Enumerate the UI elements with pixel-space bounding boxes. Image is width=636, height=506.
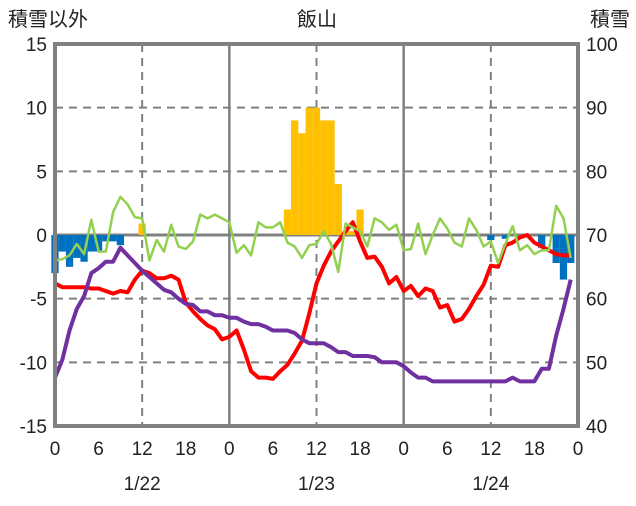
series-line-snow_depth <box>53 245 573 384</box>
bar <box>291 120 299 235</box>
x-tick-label: 6 <box>268 439 279 460</box>
right-axis-title: 積雪 <box>590 8 630 31</box>
y-left-tick-label: 0 <box>36 226 47 247</box>
bar <box>102 235 110 242</box>
y-left-tick-label: 15 <box>26 35 47 56</box>
x-tick-label: 12 <box>132 439 153 460</box>
y-left-tick-label: 10 <box>26 99 47 120</box>
bar <box>567 235 575 264</box>
bar <box>501 235 509 239</box>
bar <box>487 235 495 241</box>
bar <box>65 235 74 267</box>
y-right-tick-label: 100 <box>586 35 618 56</box>
x-tick-label: 0 <box>224 439 235 460</box>
bar <box>109 235 117 242</box>
day-label: 1/22 <box>124 474 161 495</box>
bar <box>116 235 125 246</box>
bar <box>312 107 321 235</box>
bar <box>552 235 560 264</box>
x-tick-label: 0 <box>573 439 584 460</box>
bar <box>305 107 313 235</box>
series-line-green <box>54 195 572 274</box>
x-tick-label: 0 <box>398 439 409 460</box>
x-tick-label: 0 <box>50 439 61 460</box>
plot-frame <box>53 42 580 428</box>
chart-title: 飯山 <box>297 8 337 31</box>
x-tick-label: 6 <box>442 439 453 460</box>
y-right-tick-label: 80 <box>586 162 607 183</box>
x-tick-label: 18 <box>350 439 371 460</box>
x-tick-label: 18 <box>524 439 545 460</box>
x-tick-label: 12 <box>480 439 501 460</box>
bar <box>283 209 292 235</box>
bar <box>298 133 306 235</box>
bar <box>320 120 328 235</box>
y-right-tick-label: 40 <box>586 417 607 438</box>
y-right-tick-label: 50 <box>586 353 607 374</box>
y-left-tick-label: -5 <box>30 290 47 311</box>
bar <box>327 120 335 235</box>
bar <box>138 223 146 235</box>
bar <box>334 184 342 235</box>
day-label: 1/23 <box>298 474 335 495</box>
y-left-tick-label: 5 <box>36 162 47 183</box>
bar <box>538 235 546 248</box>
y-left-tick-label: -10 <box>20 353 47 374</box>
bar <box>94 235 103 252</box>
left-axis-title: 積雪以外 <box>8 8 88 31</box>
y-right-tick-label: 60 <box>586 290 607 311</box>
x-tick-label: 18 <box>175 439 196 460</box>
x-tick-label: 12 <box>306 439 327 460</box>
y-right-tick-label: 90 <box>586 99 607 120</box>
bar <box>349 231 357 235</box>
day-label: 1/24 <box>472 474 509 495</box>
x-tick-label: 6 <box>93 439 104 460</box>
bar <box>356 209 364 235</box>
y-left-tick-label: -15 <box>20 417 47 438</box>
bar <box>73 235 81 258</box>
bar <box>58 235 66 252</box>
y-right-tick-label: 70 <box>586 226 607 247</box>
bar <box>87 235 95 252</box>
